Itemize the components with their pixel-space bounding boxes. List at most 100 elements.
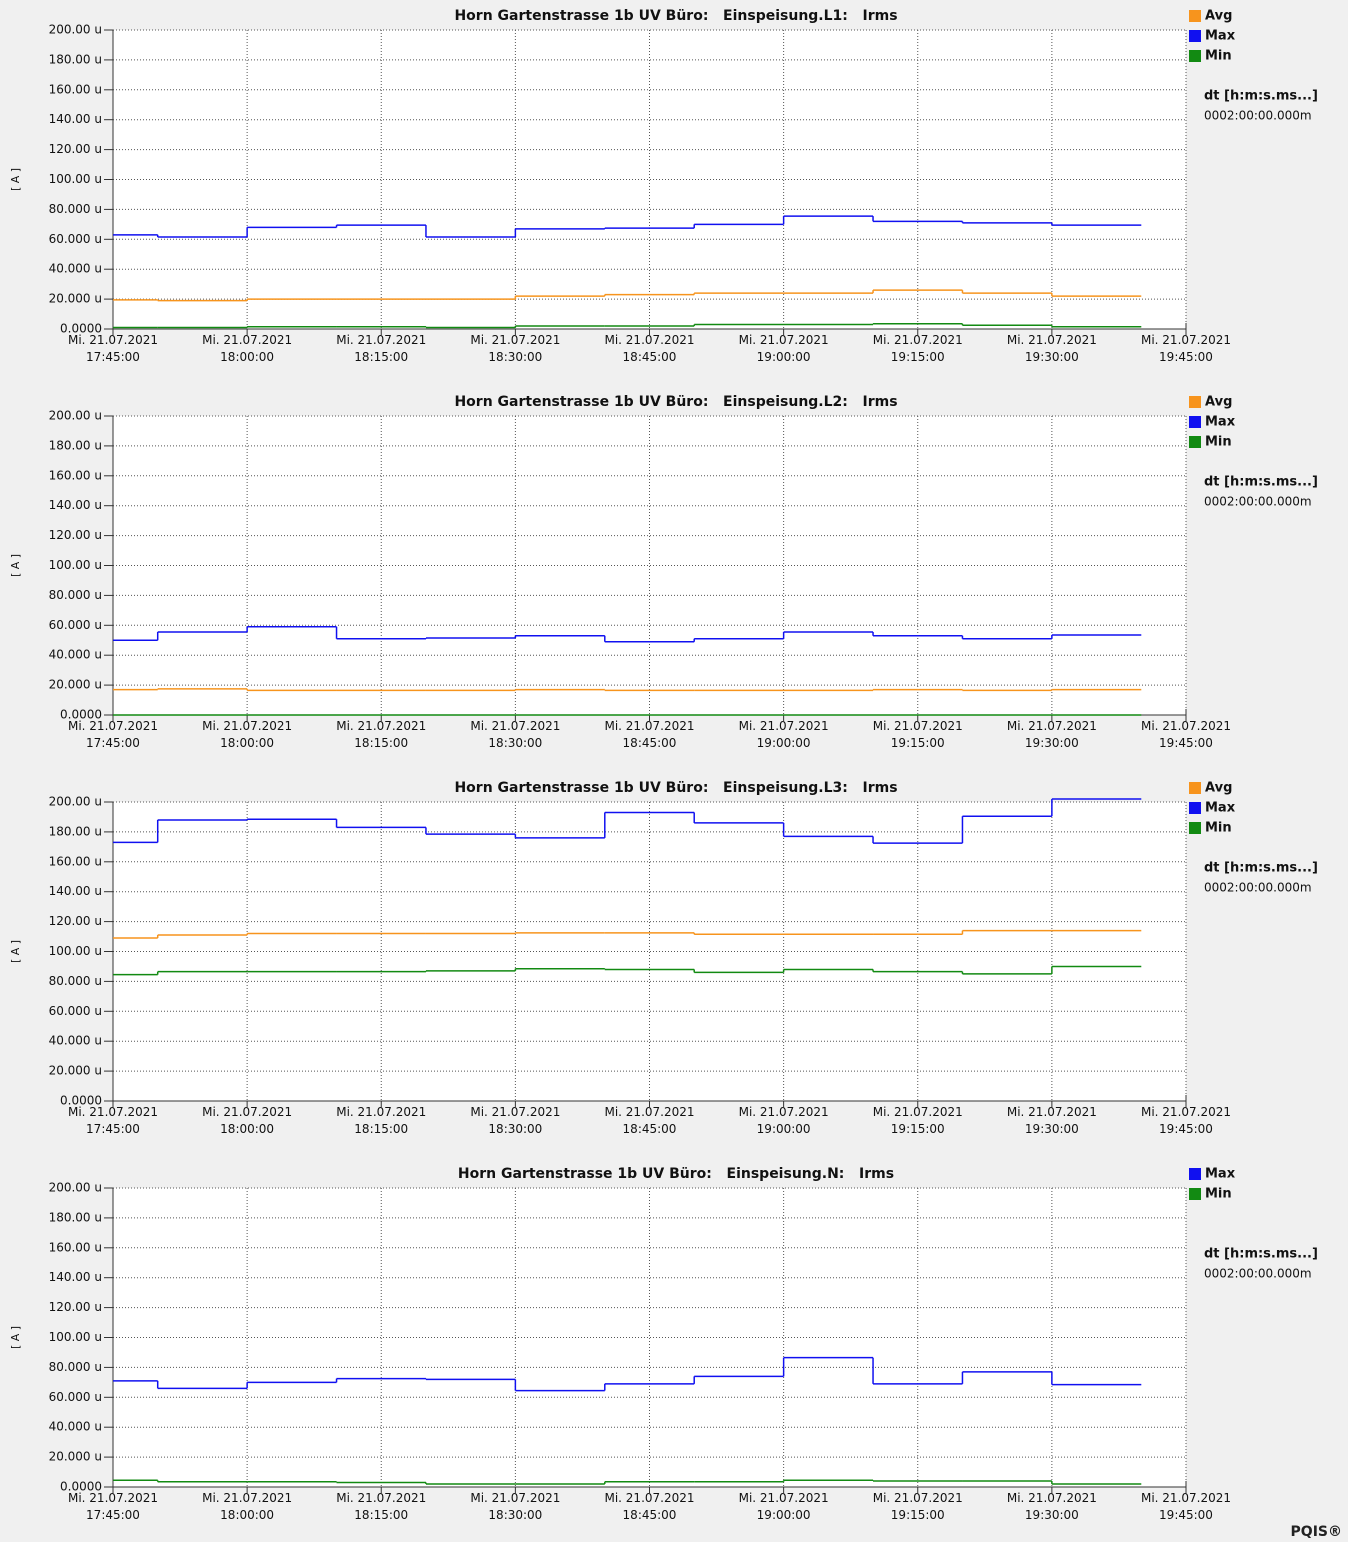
y-tick-label: 20.000 u xyxy=(49,1450,102,1464)
y-tick-label: 20.000 u xyxy=(49,292,102,306)
legend-label: Max xyxy=(1205,801,1236,816)
y-tick-label: 180.00 u xyxy=(49,438,102,452)
x-tick-label: Mi. 21.07.2021 19:45:00 xyxy=(1140,1105,1232,1136)
y-tick-label: 100.00 u xyxy=(49,1330,102,1344)
legend-label: Avg xyxy=(1205,781,1232,796)
x-tick-label: Mi. 21.07.2021 17:45:00 xyxy=(67,719,159,750)
x-tick-label: Mi. 21.07.2021 18:15:00 xyxy=(336,333,427,364)
y-tick-label: 60.000 u xyxy=(49,1004,102,1018)
legend-swatch xyxy=(1189,782,1201,794)
y-tick-label: 120.00 u xyxy=(49,142,102,156)
x-tick-label: Mi. 21.07.2021 18:00:00 xyxy=(202,333,293,364)
legend-label: Min xyxy=(1205,821,1232,836)
x-tick-label: Mi. 21.07.2021 18:45:00 xyxy=(604,719,695,750)
chart-title: Horn Gartenstrasse 1b UV Büro: Einspeisu… xyxy=(454,8,897,24)
y-tick-label: 160.00 u xyxy=(49,468,102,482)
y-tick-label: 0.0000 xyxy=(60,1094,102,1108)
x-tick-label: Mi. 21.07.2021 19:15:00 xyxy=(872,1105,963,1136)
y-tick-label: 160.00 u xyxy=(49,82,102,96)
x-tick-label: Mi. 21.07.2021 18:15:00 xyxy=(336,719,427,750)
annotation: dt [h:m:s.ms...] xyxy=(1204,475,1318,490)
y-axis-label: [ A ] xyxy=(9,168,22,191)
y-tick-label: 80.000 u xyxy=(49,588,102,602)
y-tick-label: 80.000 u xyxy=(49,1360,102,1374)
y-axis-label: [ A ] xyxy=(9,554,22,577)
legend-swatch xyxy=(1189,50,1201,62)
x-tick-label: Mi. 21.07.2021 19:30:00 xyxy=(1006,1105,1097,1136)
x-tick-label: Mi. 21.07.2021 17:45:00 xyxy=(67,333,159,364)
y-tick-label: 40.000 u xyxy=(49,1420,102,1434)
x-tick-label: Mi. 21.07.2021 19:45:00 xyxy=(1140,1491,1232,1522)
legend-swatch xyxy=(1189,30,1201,42)
chart-title: Horn Gartenstrasse 1b UV Büro: Einspeisu… xyxy=(454,780,897,796)
legend-label: Min xyxy=(1205,435,1232,450)
annotation: dt [h:m:s.ms...] xyxy=(1204,861,1318,876)
y-tick-label: 180.00 u xyxy=(49,824,102,838)
x-tick-label: Mi. 21.07.2021 17:45:00 xyxy=(67,1105,159,1136)
y-tick-label: 0.0000 xyxy=(60,1480,102,1494)
y-tick-label: 100.00 u xyxy=(49,172,102,186)
legend-label: Avg xyxy=(1205,9,1232,24)
y-tick-label: 20.000 u xyxy=(49,1064,102,1078)
y-tick-label: 60.000 u xyxy=(49,618,102,632)
legend-swatch xyxy=(1189,1188,1201,1200)
x-tick-label: Mi. 21.07.2021 19:15:00 xyxy=(872,719,963,750)
x-tick-label: Mi. 21.07.2021 18:30:00 xyxy=(470,1491,561,1522)
x-tick-label: Mi. 21.07.2021 18:00:00 xyxy=(202,1105,293,1136)
x-tick-label: Mi. 21.07.2021 19:45:00 xyxy=(1140,333,1232,364)
y-tick-label: 180.00 u xyxy=(49,52,102,66)
y-tick-label: 80.000 u xyxy=(49,974,102,988)
legend-swatch xyxy=(1189,416,1201,428)
x-tick-label: Mi. 21.07.2021 19:00:00 xyxy=(738,333,829,364)
annotation: dt [h:m:s.ms...] xyxy=(1204,89,1318,104)
x-tick-label: Mi. 21.07.2021 19:15:00 xyxy=(872,333,963,364)
y-tick-label: 20.000 u xyxy=(49,678,102,692)
chart-title: Horn Gartenstrasse 1b UV Büro: Einspeisu… xyxy=(454,394,897,410)
y-tick-label: 120.00 u xyxy=(49,528,102,542)
x-tick-label: Mi. 21.07.2021 19:00:00 xyxy=(738,1105,829,1136)
legend-swatch xyxy=(1189,822,1201,834)
x-tick-label: Mi. 21.07.2021 18:00:00 xyxy=(202,719,293,750)
x-tick-label: Mi. 21.07.2021 18:45:00 xyxy=(604,1105,695,1136)
x-tick-label: Mi. 21.07.2021 19:30:00 xyxy=(1006,1491,1097,1522)
y-tick-label: 100.00 u xyxy=(49,558,102,572)
x-tick-label: Mi. 21.07.2021 18:15:00 xyxy=(336,1491,427,1522)
y-tick-label: 40.000 u xyxy=(49,648,102,662)
y-tick-label: 60.000 u xyxy=(49,1390,102,1404)
y-tick-label: 160.00 u xyxy=(49,854,102,868)
y-tick-label: 140.00 u xyxy=(49,1270,102,1284)
y-tick-label: 140.00 u xyxy=(49,112,102,126)
x-tick-label: Mi. 21.07.2021 19:00:00 xyxy=(738,719,829,750)
y-tick-label: 120.00 u xyxy=(49,1300,102,1314)
y-tick-label: 140.00 u xyxy=(49,498,102,512)
annotation: dt [h:m:s.ms...] xyxy=(1204,1247,1318,1262)
x-tick-label: Mi. 21.07.2021 18:45:00 xyxy=(604,1491,695,1522)
x-tick-label: Mi. 21.07.2021 18:30:00 xyxy=(470,333,561,364)
annotation: 0002:00:00.000m xyxy=(1204,1267,1312,1281)
annotation: 0002:00:00.000m xyxy=(1204,881,1312,895)
y-axis-label: [ A ] xyxy=(9,1326,22,1349)
chart-title: Horn Gartenstrasse 1b UV Büro: Einspeisu… xyxy=(458,1166,894,1182)
x-tick-label: Mi. 21.07.2021 18:15:00 xyxy=(336,1105,427,1136)
x-tick-label: Mi. 21.07.2021 18:30:00 xyxy=(470,1105,561,1136)
x-tick-label: Mi. 21.07.2021 18:30:00 xyxy=(470,719,561,750)
legend-swatch xyxy=(1189,1168,1201,1180)
y-tick-label: 0.0000 xyxy=(60,322,102,336)
legend-swatch xyxy=(1189,802,1201,814)
legend-label: Max xyxy=(1205,29,1236,44)
y-tick-label: 140.00 u xyxy=(49,884,102,898)
legend-label: Avg xyxy=(1205,395,1232,410)
x-tick-label: Mi. 21.07.2021 19:30:00 xyxy=(1006,333,1097,364)
y-tick-label: 120.00 u xyxy=(49,914,102,928)
legend-label: Max xyxy=(1205,415,1236,430)
x-tick-label: Mi. 21.07.2021 18:00:00 xyxy=(202,1491,293,1522)
y-tick-label: 40.000 u xyxy=(49,262,102,276)
y-tick-label: 40.000 u xyxy=(49,1034,102,1048)
y-tick-label: 100.00 u xyxy=(49,944,102,958)
x-tick-label: Mi. 21.07.2021 19:15:00 xyxy=(872,1491,963,1522)
annotation: 0002:00:00.000m xyxy=(1204,109,1312,123)
legend-label: Min xyxy=(1205,49,1232,64)
y-tick-label: 200.00 u xyxy=(49,795,102,809)
